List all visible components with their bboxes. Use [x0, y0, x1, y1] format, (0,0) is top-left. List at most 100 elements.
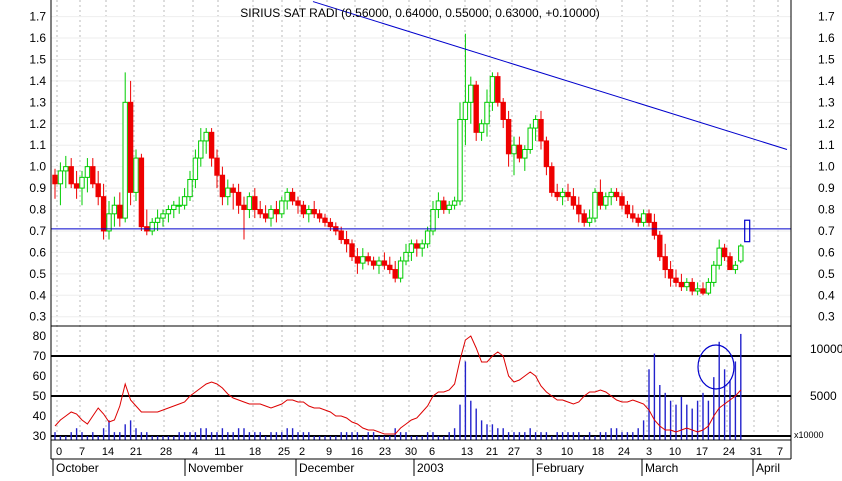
candle-up [484, 101, 490, 125]
y-tick-label-left: 0.8 [29, 203, 46, 217]
x-day-label: 7 [79, 446, 85, 458]
candle-down [73, 183, 80, 189]
trendline [312, 1, 788, 150]
indicator-tick-label: 40 [33, 409, 47, 423]
candle-down [343, 239, 350, 245]
y-tick-label-left: 0.9 [29, 181, 46, 195]
candle-down [235, 191, 242, 206]
candle-down [230, 187, 236, 193]
candle-down [554, 191, 560, 198]
y-tick-label-right: 1.3 [818, 95, 835, 109]
candle-down [370, 260, 377, 266]
x-day-label: 23 [379, 446, 391, 458]
candle-down [138, 157, 145, 228]
candle-up [457, 118, 463, 202]
candle-up [79, 176, 85, 189]
x-day-label: 27 [508, 446, 520, 458]
x-day-label: 2 [299, 446, 305, 458]
x-day-label: 18 [249, 446, 261, 458]
candle-down [543, 140, 550, 168]
candle-up [527, 127, 533, 150]
candle-up [522, 148, 528, 159]
candle-up [403, 251, 409, 262]
y-tick-label-right: 0.8 [818, 203, 835, 217]
candle-down [700, 288, 706, 294]
candle-up [84, 166, 91, 178]
candle-up [586, 217, 593, 223]
candle-up [435, 200, 442, 211]
candle-up [376, 260, 382, 266]
candle-down [667, 269, 674, 279]
candle-down [68, 166, 74, 185]
candle-down [516, 144, 523, 159]
y-tick-label-left: 1.3 [29, 95, 46, 109]
x-day-label: 24 [723, 446, 735, 458]
candle-down [322, 217, 328, 223]
y-tick-label-right: 1.4 [818, 74, 835, 88]
x-day-label: 10 [669, 446, 681, 458]
indicator-tick-label: 30 [33, 429, 47, 443]
candle-up [181, 196, 188, 206]
candle-up [478, 123, 485, 133]
candle-down [262, 213, 269, 219]
y-tick-label-left: 0.7 [29, 224, 46, 238]
x-day-label: 30 [405, 446, 417, 458]
candle-up [165, 209, 172, 215]
volume-tick-label: 10000 [810, 342, 842, 356]
candle-up [462, 101, 469, 120]
candle-down [576, 204, 582, 215]
chart-title: SIRIUS SAT RADI (0.56000, 0.64000, 0.550… [240, 6, 599, 20]
candle-up [176, 204, 182, 207]
x-month-label: November [188, 461, 243, 475]
candle-down [300, 204, 307, 215]
candle-down [273, 209, 280, 215]
candle-down [635, 217, 641, 223]
indicator-tick-label: 70 [33, 349, 47, 363]
candle-up [408, 243, 415, 253]
candle-down [241, 204, 247, 211]
x-day-label: 0 [56, 446, 62, 458]
candle-down [646, 213, 652, 223]
candle-up [360, 256, 366, 264]
y-tick-label-right: 1.7 [818, 10, 835, 24]
candle-down [549, 166, 555, 193]
candle-down [289, 191, 296, 202]
candle-up [608, 191, 614, 198]
y-tick-label-left: 0.5 [29, 267, 46, 281]
candle-down [349, 243, 355, 258]
candle-down [538, 118, 544, 142]
candle-up [738, 245, 744, 262]
candle-down [662, 256, 668, 271]
candle-up [694, 288, 701, 292]
x-month-label: February [536, 461, 584, 475]
candle-up [192, 157, 199, 181]
candle-down [252, 196, 258, 211]
candle-down [365, 256, 371, 262]
candle-down [624, 204, 631, 215]
candle-down [581, 213, 587, 223]
candle-down [257, 209, 263, 215]
candle-up [446, 204, 452, 211]
candle-up [171, 204, 177, 211]
candle-down [678, 281, 685, 288]
x-day-label: 11 [214, 446, 225, 458]
candle-up [225, 187, 231, 198]
candle-up [397, 260, 404, 279]
x-day-label: 24 [618, 446, 630, 458]
x-day-label: 18 [592, 446, 604, 458]
x-month-label: March [645, 461, 678, 475]
indicator-tick-label: 60 [33, 369, 47, 383]
y-tick-label-right: 1.2 [818, 117, 835, 131]
candle-up [133, 157, 139, 193]
candle-up [716, 247, 722, 266]
candle-down [689, 281, 695, 292]
x-day-label: 25 [278, 446, 290, 458]
candle-down [52, 174, 58, 185]
candle-up [187, 179, 193, 198]
x-day-label: 9 [326, 446, 332, 458]
x-day-label: 21 [130, 446, 142, 458]
candle-up [489, 76, 496, 103]
candle-up [592, 191, 598, 219]
candle-down [473, 84, 479, 133]
